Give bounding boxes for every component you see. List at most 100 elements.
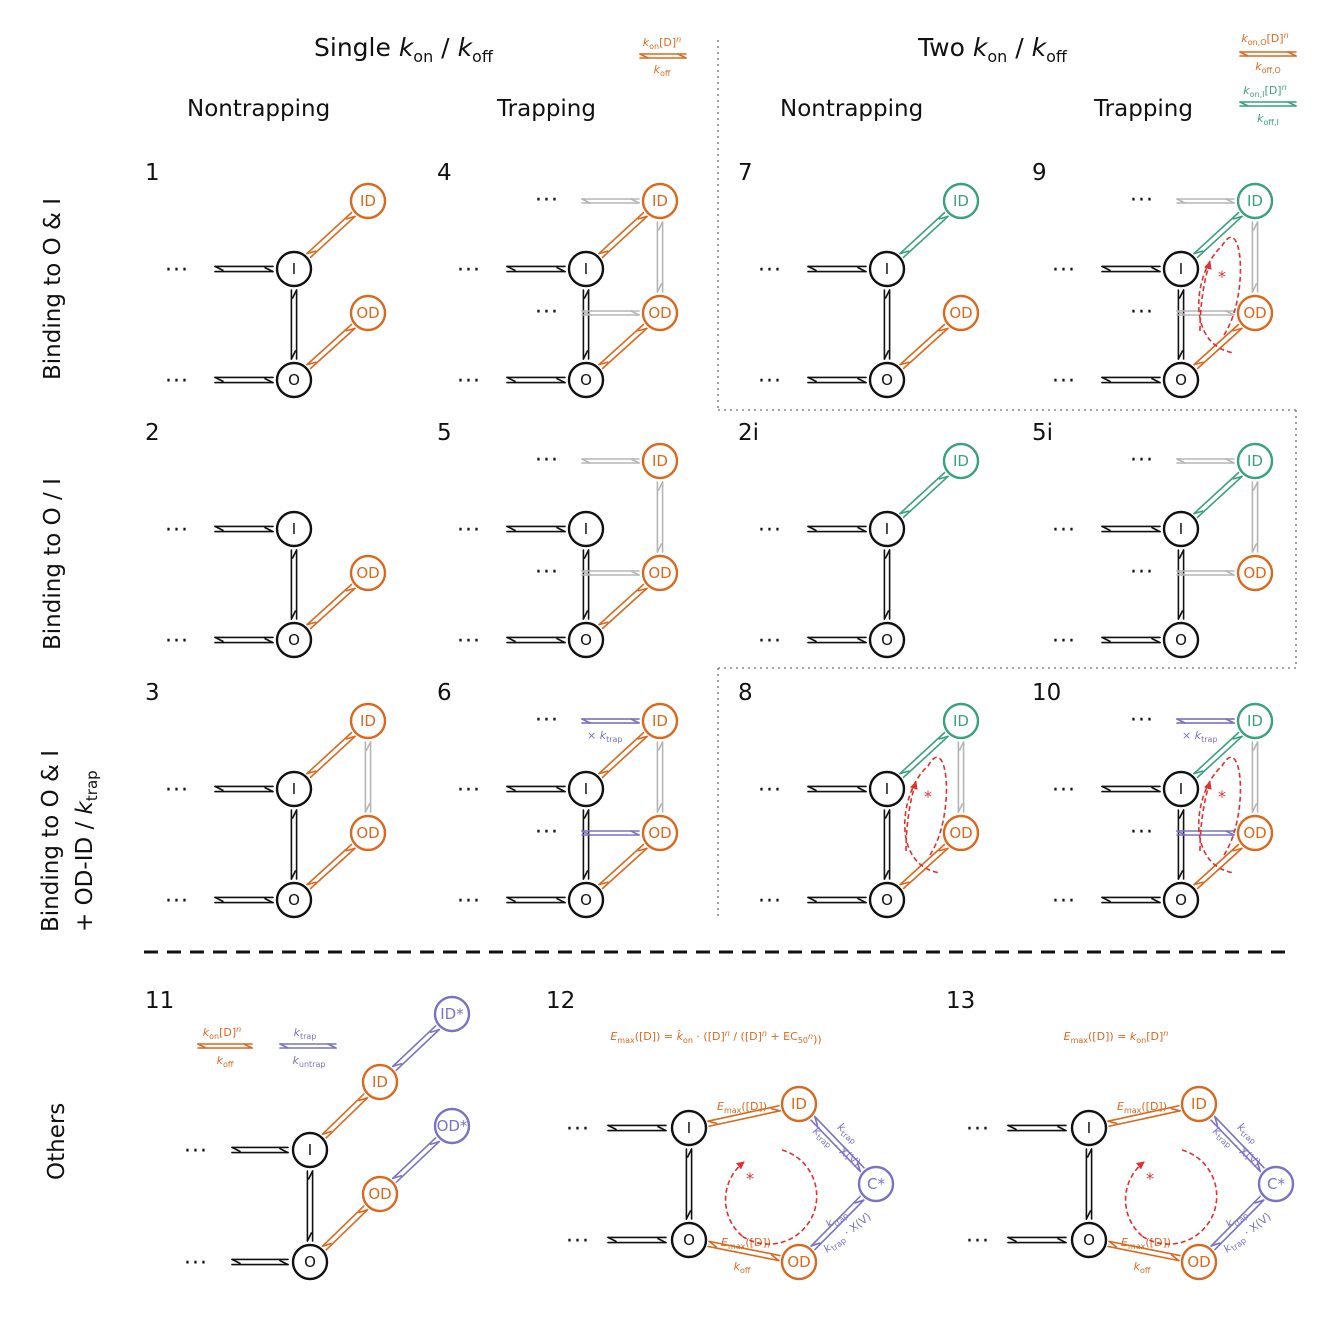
dots-O: ··· bbox=[758, 889, 782, 914]
dots-O: ··· bbox=[966, 1229, 990, 1254]
edge-dots-O bbox=[231, 1258, 289, 1266]
state-ID: ID bbox=[1236, 182, 1274, 220]
state-O-label: O bbox=[881, 371, 893, 389]
state-O: O bbox=[1162, 881, 1200, 919]
header-legends: kon[D]n koff kon,O[D]n koff,O kon,I[D]n koff,… bbox=[639, 31, 1297, 127]
state-ID: ID bbox=[1236, 442, 1274, 480]
edge-I-ID bbox=[899, 211, 949, 259]
edge-I-O bbox=[306, 1170, 314, 1242]
state-ID: ID bbox=[641, 442, 679, 480]
panel-number: 4 bbox=[437, 160, 452, 186]
dots-O: ··· bbox=[165, 629, 189, 654]
edge-dots-I bbox=[1101, 525, 1161, 533]
edge-ID-OD bbox=[364, 741, 372, 813]
edge-dots-OD bbox=[1176, 570, 1235, 576]
dots-I: ··· bbox=[758, 778, 782, 803]
edge-dots-I bbox=[607, 1124, 667, 1132]
legend-two-I-top: kon,I[D]n bbox=[1243, 83, 1286, 99]
edge-ID-OD bbox=[957, 741, 965, 813]
edge-ID-IDstar bbox=[391, 1025, 441, 1071]
state-OD: OD bbox=[641, 814, 679, 852]
edge-dots-I bbox=[214, 525, 274, 533]
state-OD-label: OD bbox=[356, 564, 379, 582]
legend-two-I-bottom: koff,I bbox=[1257, 112, 1279, 127]
state-IDstar: ID* bbox=[433, 995, 471, 1033]
edge-O-OD bbox=[306, 843, 356, 890]
state-OD-label: OD bbox=[1243, 564, 1266, 582]
state-O: O bbox=[275, 881, 313, 919]
edge-dots-I bbox=[506, 525, 566, 533]
edge-ktrap-ID bbox=[581, 718, 640, 724]
state-ID-label: ID bbox=[1191, 1095, 1207, 1113]
state-I-label: I bbox=[1179, 520, 1183, 538]
state-I-label: I bbox=[584, 520, 588, 538]
panel-number: 3 bbox=[145, 680, 160, 706]
edge-dots-ID bbox=[1176, 458, 1235, 464]
edge-O-OD bbox=[1193, 323, 1243, 370]
state-I: I bbox=[275, 770, 313, 808]
header-two: Two kon / koff bbox=[917, 33, 1068, 66]
state-OD: OD bbox=[1180, 1243, 1218, 1281]
edge-I-O bbox=[582, 549, 590, 620]
edge-ID-OD bbox=[656, 741, 664, 813]
legend-single-top: kon[D]n bbox=[643, 35, 681, 51]
dots-OD-trap: ··· bbox=[535, 560, 559, 585]
legend-11-kon: kon[D]n bbox=[203, 1025, 241, 1041]
edge-dots-I bbox=[807, 265, 867, 273]
state-I-label: I bbox=[292, 520, 296, 538]
state-ID: ID bbox=[942, 702, 980, 740]
edge-I-ID bbox=[321, 1093, 369, 1139]
panel-number: 9 bbox=[1032, 160, 1047, 186]
dots-I: ··· bbox=[165, 778, 189, 803]
rate-equation: Emax([D]) = k̂on · ([D]n / ([D]n + EC50n… bbox=[610, 1029, 821, 1046]
state-O-label: O bbox=[580, 631, 592, 649]
dots-O: ··· bbox=[165, 369, 189, 394]
state-O: O bbox=[1162, 621, 1200, 659]
state-I-label: I bbox=[308, 1141, 312, 1159]
dots-ID-trap: ··· bbox=[1130, 708, 1154, 733]
conformational-loop-star: * bbox=[1218, 787, 1226, 806]
edge-dots-O bbox=[1007, 1236, 1067, 1244]
edge-O-OD bbox=[1107, 1240, 1181, 1262]
panel-11: 11 kon[D]n koff ktrap kuntrap ··· ··· I O ID OD ID*… bbox=[145, 988, 471, 1281]
state-ID-label: ID bbox=[360, 192, 376, 210]
edge-OD-ODstar bbox=[391, 1137, 441, 1183]
ktrap-note: × ktrap bbox=[1182, 729, 1218, 744]
legend-single-arrows bbox=[639, 53, 687, 59]
state-OD-label: OD bbox=[356, 824, 379, 842]
state-I-label: I bbox=[1179, 260, 1183, 278]
edge-dots-O bbox=[807, 636, 867, 644]
cycle-loop: * bbox=[724, 1149, 818, 1245]
edge-dots-OD bbox=[581, 830, 640, 836]
edge-dots-O bbox=[807, 376, 867, 384]
state-OD: OD bbox=[780, 1243, 818, 1281]
legend-11-kuntrap: kuntrap bbox=[293, 1054, 326, 1069]
state-O: O bbox=[1162, 361, 1200, 399]
conformational-loop: * bbox=[1198, 236, 1242, 354]
state-ID: ID bbox=[641, 702, 679, 740]
state-I: I bbox=[868, 250, 906, 288]
state-I-label: I bbox=[292, 260, 296, 278]
state-ID-label: ID bbox=[652, 452, 668, 470]
state-I: I bbox=[567, 770, 605, 808]
edge-dots-O bbox=[1101, 636, 1161, 644]
state-O: O bbox=[567, 881, 605, 919]
state-ID-label: ID bbox=[1247, 452, 1263, 470]
edge-I-O bbox=[883, 549, 891, 620]
legend-11-koff: koff bbox=[217, 1054, 234, 1069]
state-OD-label: OD bbox=[648, 304, 671, 322]
cycle-loop: * bbox=[1124, 1149, 1218, 1245]
row-label-3-line1: Binding to O & I bbox=[38, 750, 64, 932]
state-Cstar-label: C* bbox=[867, 1175, 885, 1193]
edge-OD-C bbox=[1210, 1195, 1265, 1251]
panel-10: 10 ··· ··· ··· ··· × ktrap * I O ID OD bbox=[1032, 680, 1274, 919]
conformational-loop: * bbox=[904, 756, 948, 874]
dots-I: ··· bbox=[457, 258, 481, 283]
edge-dots-I bbox=[214, 265, 274, 273]
state-O-label: O bbox=[881, 631, 893, 649]
state-OD: OD bbox=[641, 554, 679, 592]
state-OD-label: OD bbox=[368, 1185, 391, 1203]
edge-I-O bbox=[582, 809, 590, 880]
